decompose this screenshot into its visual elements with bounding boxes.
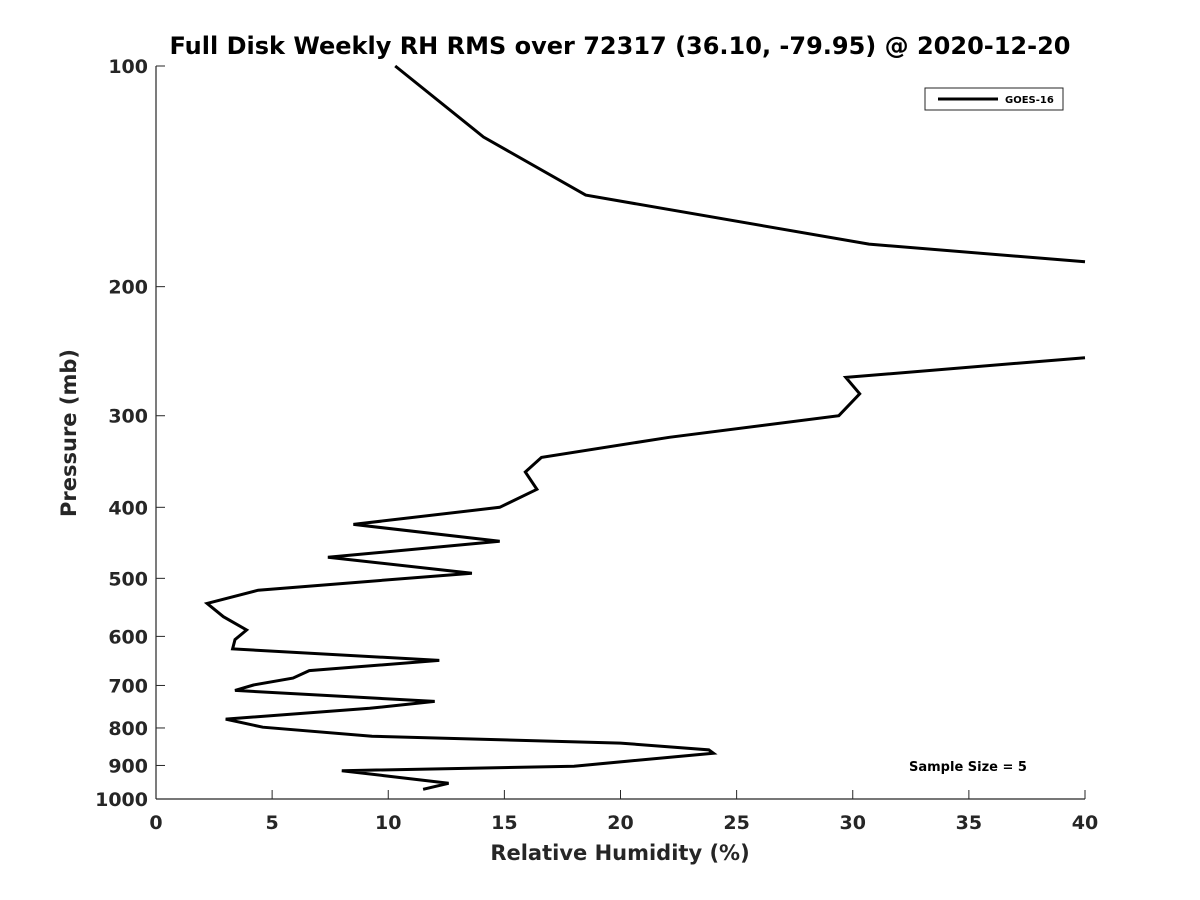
y-tick-label: 600 bbox=[108, 626, 148, 648]
series-line-goes-16-segment-1 bbox=[394, 64, 1086, 264]
x-tick-label: 40 bbox=[1072, 812, 1098, 834]
y-tick-label: 100 bbox=[108, 56, 148, 78]
y-tick-label: 700 bbox=[108, 675, 148, 697]
x-tick-label: 25 bbox=[723, 812, 749, 834]
y-tick-label: 500 bbox=[108, 568, 148, 590]
tick-group: 0 5 10 15 20 25 30 35 40 100 200 300 400 500 600 700 800… bbox=[95, 56, 1098, 834]
chart-title: Full Disk Weekly RH RMS over 72317 (36.1… bbox=[169, 32, 1070, 60]
y-tick-label: 300 bbox=[108, 406, 148, 428]
x-tick-label: 20 bbox=[607, 812, 633, 834]
legend-label-goes-16: GOES-16 bbox=[1005, 95, 1054, 106]
y-tick-label: 400 bbox=[108, 497, 148, 519]
legend: GOES-16 bbox=[924, 87, 1064, 111]
x-tick-label: 30 bbox=[840, 812, 866, 834]
y-tick-label: 800 bbox=[108, 718, 148, 740]
x-axis-label: Relative Humidity (%) bbox=[490, 841, 749, 865]
x-tick-label: 10 bbox=[375, 812, 401, 834]
y-axis-label: Pressure (mb) bbox=[57, 349, 81, 517]
x-tick-label: 5 bbox=[266, 812, 279, 834]
x-tick-label: 15 bbox=[491, 812, 517, 834]
sample-size-annotation: Sample Size = 5 bbox=[909, 760, 1027, 775]
y-tick-label: 200 bbox=[108, 277, 148, 299]
y-tick-label: 900 bbox=[108, 755, 148, 777]
series-group bbox=[203, 64, 1086, 791]
x-tick-label: 35 bbox=[956, 812, 982, 834]
x-tick-label: 0 bbox=[149, 812, 162, 834]
series-line-goes-16-segment-2 bbox=[203, 356, 1086, 791]
y-tick-label: 1000 bbox=[95, 789, 148, 811]
